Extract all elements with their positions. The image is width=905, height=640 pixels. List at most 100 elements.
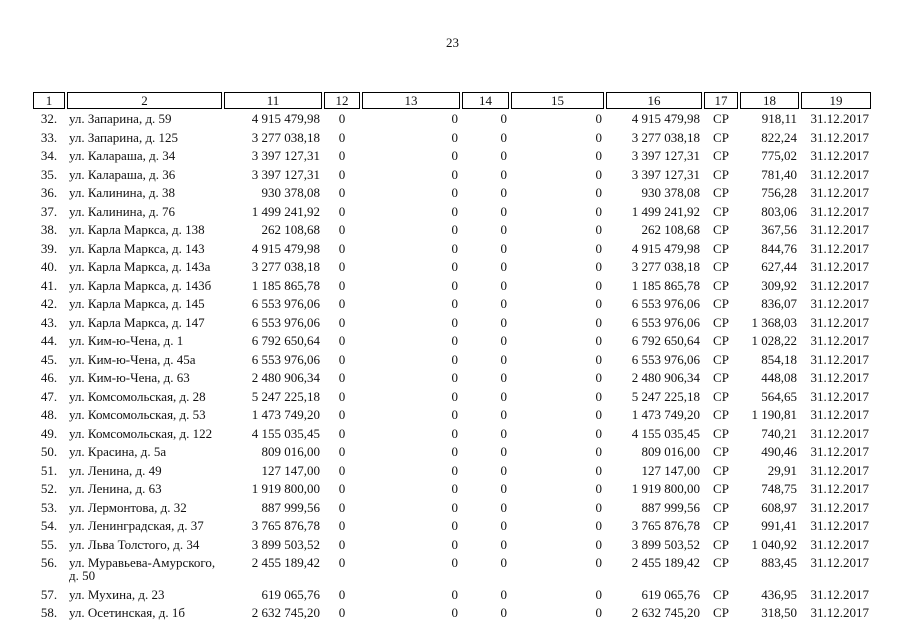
col14-cell: 0 [500,203,508,219]
col12-cell: 0 [338,277,346,293]
col19-cell: 31.12.2017 [810,370,870,385]
col16-cell: 4 155 035,45 [631,425,700,441]
row-number-cell: 33. [40,129,58,145]
col18-cell: 1 028,22 [751,333,798,348]
col19-cell: 31.12.2017 [810,240,870,256]
col17-cell: СР [713,185,729,200]
col18-cell: 918,11 [761,111,797,126]
col19-cell: 31.12.2017 [810,586,870,602]
table-row: 36. ул. Калинина, д. 38 930 378,08 0 0 0… [33,183,871,202]
col14-cell: 0 [500,586,508,602]
col14-cell: 0 [500,388,508,404]
col12-cell: 0 [338,222,346,237]
column-header-19: 19 [801,92,871,109]
row-number-cell: 48. [40,407,58,422]
col17-cell: СР [713,536,729,552]
row-number-cell: 55. [40,536,58,552]
col16-cell: 3 277 038,18 [631,259,700,274]
col17-cell: СР [713,586,729,602]
col18-cell: 781,40 [761,166,797,182]
col13-cell: 0 [451,314,459,330]
col18-cell: 627,44 [761,259,797,274]
col14-cell: 0 [500,240,508,256]
col13-cell: 0 [451,333,459,348]
address-cell: ул. Муравьева-Амурского, д. 50 [69,555,216,583]
col11-cell: 1 473 749,20 [251,407,320,422]
col13-cell: 0 [451,555,459,570]
col13-cell: 0 [451,129,459,145]
col15-cell: 0 [595,185,603,200]
col11-cell: 6 553 976,06 [251,296,320,311]
col16-cell: 930 378,08 [641,185,701,200]
column-header-16: 16 [606,92,702,109]
col18-cell: 803,06 [761,203,797,219]
col17-cell: СР [713,166,729,182]
col13-cell: 0 [451,370,459,385]
col11-cell: 1 185 865,78 [251,277,320,293]
col16-cell: 1 473 749,20 [631,407,700,422]
col14-cell: 0 [500,425,508,441]
column-header-18: 18 [740,92,799,109]
col19-cell: 31.12.2017 [810,407,870,422]
col15-cell: 0 [595,296,603,311]
col14-cell: 0 [500,605,508,620]
col12-cell: 0 [338,314,346,330]
row-number-cell: 54. [40,518,58,533]
row-number-cell: 45. [40,351,58,367]
address-cell: ул. Комсомольская, д. 122 [69,425,213,441]
col11-cell: 4 155 035,45 [251,425,320,441]
col17-cell: СР [713,518,729,533]
col12-cell: 0 [338,425,346,441]
col11-cell: 127 147,00 [261,462,321,478]
col19-cell: 31.12.2017 [810,259,870,274]
table-row: 58. ул. Осетинская, д. 1б 2 632 745,20 0… [33,603,871,622]
col16-cell: 2 480 906,34 [631,370,700,385]
col14-cell: 0 [500,259,508,274]
table-row: 45. ул. Ким-ю-Чена, д. 45а 6 553 976,06 … [33,350,871,369]
col18-cell: 991,41 [761,518,797,533]
col12-cell: 0 [338,444,346,459]
column-header-15: 15 [511,92,604,109]
address-cell: ул. Карла Маркса, д. 143 [69,240,205,256]
row-number-cell: 51. [40,462,58,478]
row-number-cell: 43. [40,314,58,330]
col14-cell: 0 [500,185,508,200]
col14-cell: 0 [500,555,508,570]
col13-cell: 0 [451,518,459,533]
col16-cell: 3 397 127,31 [631,148,700,163]
table-row: 41. ул. Карла Маркса, д. 143б 1 185 865,… [33,276,871,295]
address-cell: ул. Ленина, д. 63 [69,481,162,496]
col12-cell: 0 [338,462,346,478]
address-cell: ул. Калараша, д. 34 [69,148,176,163]
table-row: 33. ул. Запарина, д. 125 3 277 038,18 0 … [33,128,871,147]
table-row: 32. ул. Запарина, д. 59 4 915 479,98 0 0… [33,109,871,128]
col18-cell: 448,08 [761,370,797,385]
col14-cell: 0 [500,333,508,348]
col13-cell: 0 [451,462,459,478]
col12-cell: 0 [338,555,346,570]
col15-cell: 0 [595,370,603,385]
address-cell: ул. Запарина, д. 59 [69,111,172,126]
col15-cell: 0 [595,277,603,293]
column-header-2: 2 [67,92,222,109]
col17-cell: СР [713,605,729,620]
col13-cell: 0 [451,259,459,274]
col17-cell: СР [713,407,729,422]
address-cell: ул. Карла Маркса, д. 147 [69,314,205,330]
col13-cell: 0 [451,111,459,126]
row-number-cell: 50. [40,444,58,459]
col15-cell: 0 [595,333,603,348]
col11-cell: 6 792 650,64 [251,333,320,348]
col19-cell: 31.12.2017 [810,388,870,404]
col12-cell: 0 [338,148,346,163]
row-number-cell: 34. [40,148,58,163]
col11-cell: 262 108,68 [261,222,321,237]
col18-cell: 740,21 [761,425,797,441]
table-row: 54. ул. Ленинградская, д. 37 3 765 876,7… [33,516,871,535]
table-row: 52. ул. Ленина, д. 63 1 919 800,00 0 0 0… [33,479,871,498]
table-header: 1 2 11 12 13 14 15 16 17 18 19 [33,92,871,109]
col16-cell: 262 108,68 [641,222,701,237]
col14-cell: 0 [500,407,508,422]
table-row: 49. ул. Комсомольская, д. 122 4 155 035,… [33,424,871,443]
col16-cell: 3 899 503,52 [631,536,700,552]
